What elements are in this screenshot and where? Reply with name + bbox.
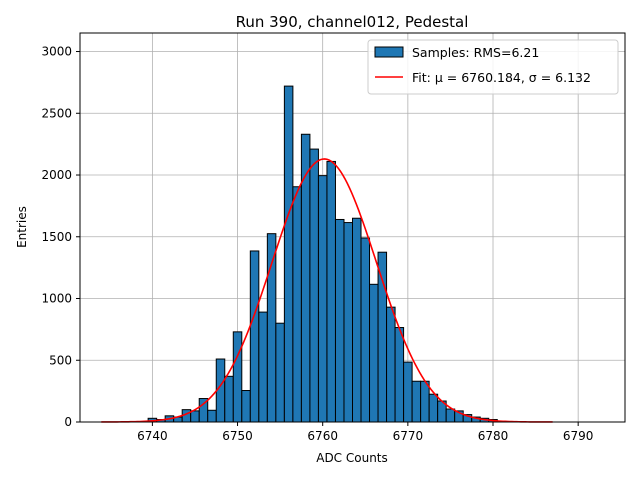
histogram-bar xyxy=(232,331,243,423)
plot-frame xyxy=(79,32,626,423)
y-tick-label: 0 xyxy=(64,415,72,429)
y-tick-label: 1000 xyxy=(41,292,72,306)
histogram-bar xyxy=(317,175,328,423)
x-tick-label: 6760 xyxy=(307,429,338,443)
x-tick-label: 6750 xyxy=(222,429,253,443)
histogram-bar xyxy=(283,85,294,423)
histogram-bar xyxy=(292,186,302,423)
histogram-bar xyxy=(258,311,268,423)
y-tick-label: 500 xyxy=(49,353,72,367)
histogram-bar xyxy=(249,250,260,423)
histogram-bar xyxy=(309,148,319,423)
y-tick-label: 3000 xyxy=(41,45,72,59)
histogram-bar xyxy=(420,380,430,423)
histogram-bar xyxy=(352,217,362,423)
histogram-bar xyxy=(369,283,379,423)
x-tick-label: 6790 xyxy=(563,429,594,443)
y-axis-label: Entries xyxy=(15,206,29,248)
histogram-bar xyxy=(360,237,371,423)
histogram-bar xyxy=(386,306,396,423)
histogram-bar xyxy=(275,322,285,423)
x-tick-label: 6770 xyxy=(393,429,424,443)
histogram-bar xyxy=(428,393,439,423)
legend-box xyxy=(367,39,619,95)
y-tick-label: 2500 xyxy=(41,106,72,120)
histogram-bar xyxy=(224,375,234,423)
x-axis-ticks: 6740 6750 6760 6770 6780 6790 xyxy=(137,422,593,443)
y-tick-label: 1500 xyxy=(41,230,72,244)
legend-label-fit: Fit: μ = 6760.184, σ = 6.132 xyxy=(412,70,591,85)
histogram-bars xyxy=(147,85,498,423)
histogram-bar xyxy=(241,390,251,423)
histogram-bar xyxy=(403,361,413,423)
histogram-bar xyxy=(445,408,456,423)
y-axis-ticks: 0 500 1000 1500 2000 2500 3000 xyxy=(41,45,80,429)
fit-curve xyxy=(101,158,553,423)
histogram-bar xyxy=(300,133,311,423)
legend-label-samples: Samples: RMS=6.21 xyxy=(412,45,539,60)
y-tick-label: 2000 xyxy=(41,168,72,182)
histogram-bar xyxy=(334,218,345,423)
x-tick-label: 6780 xyxy=(478,429,509,443)
histogram-bar xyxy=(394,327,405,423)
histogram-bar xyxy=(411,380,422,423)
x-tick-label: 6740 xyxy=(137,429,168,443)
chart-title: Run 390, channel012, Pedestal xyxy=(236,13,469,31)
legend-swatch-samples xyxy=(374,46,404,58)
histogram-bar xyxy=(190,410,200,423)
histogram-bar xyxy=(326,160,336,423)
histogram-bar xyxy=(343,222,353,423)
legend: Samples: RMS=6.21 Fit: μ = 6760.184, σ =… xyxy=(367,39,619,95)
x-axis-label: ADC Counts xyxy=(316,451,388,465)
histogram-bar xyxy=(207,409,217,423)
